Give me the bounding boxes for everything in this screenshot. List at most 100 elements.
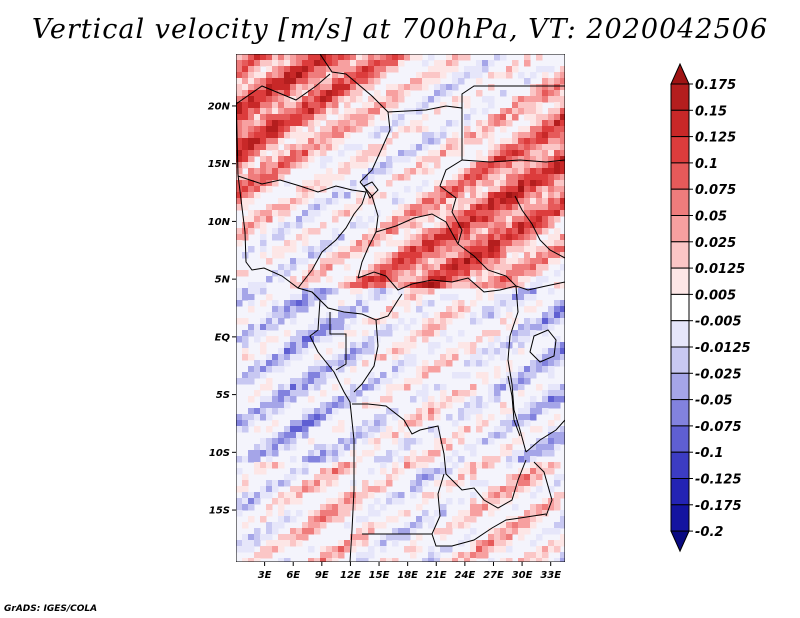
field-cell [488, 150, 495, 157]
field-cell [428, 492, 435, 499]
field-cell [296, 126, 303, 133]
field-cell [476, 336, 483, 343]
field-cell [464, 126, 471, 133]
field-cell [464, 522, 471, 529]
field-cell [422, 168, 429, 175]
field-cell [494, 456, 501, 463]
field-cell [278, 210, 285, 217]
field-cell [446, 306, 453, 313]
field-cell [236, 114, 243, 121]
field-cell [488, 138, 495, 145]
field-cell [488, 396, 495, 403]
field-cell [488, 336, 495, 343]
field-cell [302, 432, 309, 439]
field-cell [536, 474, 543, 481]
field-cell [236, 90, 243, 97]
field-cell [332, 210, 339, 217]
field-cell [278, 492, 285, 499]
field-cell [548, 120, 555, 127]
field-cell [314, 60, 321, 67]
field-cell [362, 198, 369, 205]
field-cell [524, 168, 531, 175]
field-cell [398, 240, 405, 247]
field-cell [482, 240, 489, 247]
field-cell [278, 270, 285, 277]
colorbar-segment [670, 83, 690, 111]
field-cell [272, 390, 279, 397]
field-cell [422, 468, 429, 475]
field-cell [422, 414, 429, 421]
field-cell [458, 96, 465, 103]
field-cell [290, 90, 297, 97]
field-cell [476, 174, 483, 181]
field-cell [308, 252, 315, 259]
field-cell [530, 72, 537, 79]
field-cell [482, 372, 489, 379]
field-cell [536, 96, 543, 103]
field-cell [416, 420, 423, 427]
field-cell [506, 456, 513, 463]
field-cell [536, 252, 543, 259]
field-cell [344, 312, 351, 319]
field-cell [542, 450, 549, 457]
field-cell [308, 180, 315, 187]
field-cell [536, 468, 543, 475]
field-cell [254, 72, 261, 79]
field-cell [554, 192, 561, 199]
field-cell [296, 102, 303, 109]
field-cell [350, 384, 357, 391]
field-cell [410, 168, 417, 175]
field-cell [278, 366, 285, 373]
field-cell [560, 558, 565, 562]
field-cell [404, 444, 411, 451]
border-car-south [357, 271, 517, 293]
field-cell [452, 192, 459, 199]
field-cell [326, 174, 333, 181]
border-egypt-sudan [461, 159, 565, 163]
field-cell [458, 300, 465, 307]
field-cell [308, 330, 315, 337]
field-cell [524, 78, 531, 85]
field-cell [266, 66, 273, 73]
field-cell [554, 228, 561, 235]
field-cell [368, 546, 375, 553]
field-cell [344, 306, 351, 313]
field-cell [416, 216, 423, 223]
field-cell [470, 216, 477, 223]
field-cell [260, 402, 267, 409]
field-cell [332, 90, 339, 97]
field-cell [392, 210, 399, 217]
field-cell [524, 222, 531, 229]
field-cell [548, 168, 555, 175]
field-cell [512, 222, 519, 229]
field-cell [380, 72, 387, 79]
field-cell [350, 546, 357, 553]
field-cell [440, 126, 447, 133]
field-cell [482, 228, 489, 235]
field-cell [380, 540, 387, 547]
field-cell [464, 510, 471, 517]
field-cell [272, 138, 279, 145]
field-cell [440, 294, 447, 301]
field-cell [434, 90, 441, 97]
field-cell [422, 264, 429, 271]
field-cell [380, 330, 387, 337]
field-cell [320, 114, 327, 121]
field-cell [392, 258, 399, 265]
field-cell [344, 168, 351, 175]
field-cell [284, 444, 291, 451]
field-cell [470, 264, 477, 271]
field-cell [356, 282, 363, 289]
field-cell [368, 486, 375, 493]
field-cell [302, 486, 309, 493]
field-cell [416, 372, 423, 379]
field-cell [476, 246, 483, 253]
field-cell [458, 246, 465, 253]
field-cell [332, 510, 339, 517]
field-cell [236, 414, 243, 421]
field-cell [470, 528, 477, 535]
field-cell [326, 504, 333, 511]
field-cell [488, 330, 495, 337]
field-cell [284, 222, 291, 229]
field-cell [320, 546, 327, 553]
